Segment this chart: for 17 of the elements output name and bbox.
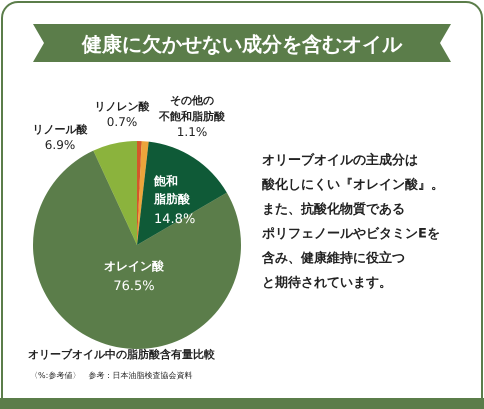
chart-title: 健康に欠かせない成分を含むオイル: [81, 32, 403, 56]
slice-label: リノール酸: [32, 123, 88, 136]
slice-label: 飽和脂肪酸: [153, 174, 191, 206]
data-label: 6.9%: [44, 138, 76, 152]
text: オリーブオイル中の脂肪酸含有量比較: [28, 348, 216, 361]
pie-slice: [93, 141, 137, 245]
slice-label: オレイン酸: [104, 259, 165, 273]
data-label: 14.8%: [154, 212, 196, 227]
text: 〈%:参考値〉 参考：日本油脂検査協会資料: [30, 371, 192, 380]
pie-slice: [137, 141, 149, 245]
text: オリーブオイルの主成分は酸化しにくい『オレイン酸』。また、抗酸化物質であるポリフェノールやビタミンEを含み、健康維持に役立つと期待されています。: [261, 152, 444, 290]
slice-label: リノレン酸: [94, 100, 150, 113]
data-label: 0.7%: [106, 115, 138, 129]
data-label: 1.1%: [176, 125, 208, 139]
pie-slice: [33, 150, 241, 349]
data-label: 76.5%: [113, 279, 155, 294]
slice-label: その他の不飽和脂肪酸: [158, 94, 226, 123]
